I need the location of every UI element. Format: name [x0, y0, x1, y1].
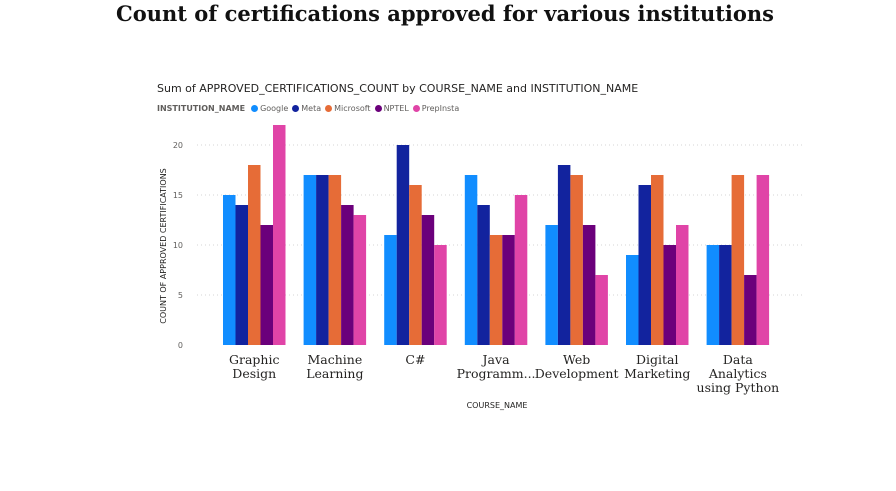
x-tick-label-line: Data — [723, 352, 753, 367]
y-tick-label: 15 — [173, 191, 183, 200]
bar-google — [223, 195, 236, 345]
bar-meta — [396, 145, 410, 345]
y-tick-label: 0 — [178, 341, 183, 350]
x-tick-label-line: Programm... — [457, 366, 536, 381]
x-tick-label: Data Analytics using Python — [697, 352, 780, 395]
bar-microsoft — [248, 165, 261, 345]
x-tick-label: Java Programm... — [457, 352, 536, 381]
legend-item-meta[interactable]: Meta — [292, 104, 321, 113]
bar-prepinsta — [756, 175, 770, 345]
x-tick-label-line: Graphic — [229, 352, 279, 367]
y-tick-label: 10 — [173, 241, 183, 250]
bar-microsoft — [651, 175, 664, 345]
legend-item-google[interactable]: Google — [251, 104, 288, 113]
legend-label: PrepInsta — [421, 104, 460, 113]
x-tick-label-line: Learning — [306, 366, 363, 381]
legend-swatch — [412, 105, 420, 112]
legend-label: Meta — [301, 104, 322, 113]
x-tick-label-line: Design — [232, 366, 276, 381]
bar-meta — [316, 175, 329, 345]
x-tick-label: C# — [405, 352, 425, 367]
x-tick-label-line: Marketing — [624, 366, 690, 381]
bar-nptel — [421, 215, 435, 345]
x-tick-label-line: Development — [535, 366, 619, 381]
legend-item-nptel[interactable]: NPTEL — [374, 104, 409, 113]
x-tick-label-line: C# — [405, 352, 425, 367]
legend-swatch — [251, 105, 259, 112]
x-tick-label-line: Java — [481, 352, 511, 367]
x-tick-label-line: Analytics — [708, 366, 767, 381]
x-tick-label-line: Machine — [307, 352, 362, 367]
bar-meta — [557, 165, 571, 345]
bar-prepinsta — [353, 215, 367, 345]
legend-swatch — [374, 105, 382, 112]
legend-label: Google — [260, 104, 289, 113]
y-axis-title: COUNT OF APPROVED CERTIFICATIONS — [159, 168, 168, 324]
bar-google — [303, 175, 317, 345]
legend-swatch — [325, 105, 333, 112]
bar-nptel — [663, 245, 676, 345]
bar-google — [545, 225, 558, 345]
y-tick-label: 5 — [178, 291, 183, 300]
bar-microsoft — [328, 175, 342, 345]
legend-items: Google Meta Microsoft NPTEL PrepInsta — [251, 104, 463, 113]
bar-meta — [638, 185, 651, 345]
legend-title: INSTITUTION_NAME — [157, 104, 246, 113]
bar-prepinsta — [514, 195, 528, 345]
bar-meta — [477, 205, 490, 345]
visual-title: Sum of APPROVED_CERTIFICATIONS_COUNT by … — [157, 82, 639, 95]
x-tick-label-line: Web — [563, 352, 590, 367]
x-tick-label-line: Digital — [636, 352, 679, 367]
bar-meta — [719, 245, 732, 345]
page-title: Count of certifications approved for var… — [115, 1, 775, 26]
x-tick-label: Digital Marketing — [624, 352, 690, 381]
bar-google — [464, 175, 478, 345]
legend-item-microsoft[interactable]: Microsoft — [325, 104, 371, 113]
bar-microsoft — [489, 235, 503, 345]
x-tick-label: Web Development — [535, 352, 619, 381]
legend: INSTITUTION_NAME Google Meta Microsoft NPTE… — [157, 104, 463, 113]
bar-nptel — [341, 205, 354, 345]
x-tick-label-line: using Python — [697, 380, 780, 395]
x-tick-label: Graphic Design — [229, 352, 279, 381]
bar-prepinsta — [676, 225, 689, 345]
bar-microsoft — [570, 175, 583, 345]
legend-label: Microsoft — [334, 104, 371, 113]
bar-prepinsta — [273, 125, 286, 345]
legend-item-prepinsta[interactable]: PrepInsta — [412, 104, 460, 113]
bar-prepinsta — [595, 275, 608, 345]
bar-microsoft — [731, 175, 745, 345]
legend-swatch — [292, 105, 300, 112]
bar-nptel — [744, 275, 757, 345]
bar-nptel — [502, 235, 515, 345]
bar-nptel — [260, 225, 273, 345]
bar-google — [706, 245, 720, 345]
y-tick-label: 20 — [173, 141, 183, 150]
bar-microsoft — [409, 185, 422, 345]
x-axis-title: COURSE_NAME — [467, 401, 528, 410]
bar-nptel — [582, 225, 596, 345]
bar-prepinsta — [434, 245, 447, 345]
x-tick-label: Machine Learning — [306, 352, 363, 381]
bar-meta — [235, 205, 248, 345]
bar-google — [384, 235, 397, 345]
legend-label: NPTEL — [383, 104, 409, 113]
bar-google — [626, 255, 639, 345]
